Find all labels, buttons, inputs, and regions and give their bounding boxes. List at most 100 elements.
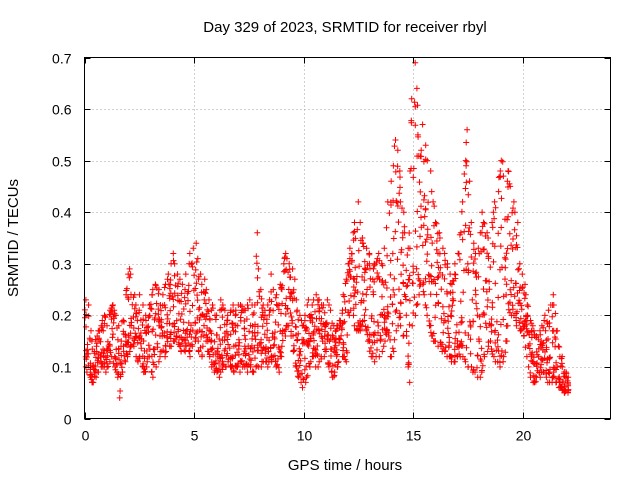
data-point: [217, 324, 224, 331]
data-point: [393, 327, 400, 334]
data-point: [251, 310, 257, 316]
data-point: [410, 263, 417, 270]
data-point: [413, 243, 420, 250]
data-point: [486, 278, 493, 285]
data-point: [405, 340, 412, 347]
data-point: [560, 379, 567, 385]
data-point: [391, 275, 398, 282]
data-point: [147, 301, 154, 308]
data-point: [266, 312, 273, 318]
data-point: [295, 316, 302, 323]
data-point: [97, 338, 104, 345]
data-point: [360, 297, 367, 304]
data-point: [258, 295, 265, 302]
data-point: [454, 337, 461, 344]
data-point: [442, 347, 449, 354]
data-point: [456, 231, 463, 238]
data-point: [550, 302, 557, 308]
data-point: [253, 253, 260, 260]
data-point: [357, 219, 364, 226]
data-point: [312, 347, 319, 353]
data-point: [348, 250, 355, 257]
data-point: [116, 356, 123, 363]
data-point: [422, 205, 429, 212]
data-point: [439, 272, 446, 278]
data-point: [379, 348, 386, 355]
data-point: [380, 306, 387, 313]
data-point: [198, 333, 205, 340]
data-point: [178, 298, 185, 305]
data-point: [468, 219, 475, 226]
data-point: [565, 387, 572, 394]
data-point: [192, 319, 199, 326]
data-point: [498, 347, 505, 354]
data-point: [342, 356, 349, 363]
data-point: [397, 198, 404, 205]
data-point: [409, 280, 416, 287]
data-point: [458, 208, 465, 215]
data-point: [140, 338, 147, 344]
data-point: [296, 362, 303, 369]
data-point: [303, 363, 310, 370]
data-point: [178, 347, 185, 354]
data-point: [442, 257, 449, 264]
data-point: [495, 188, 502, 195]
data-point: [213, 312, 220, 319]
data-point: [432, 314, 439, 321]
data-point: [343, 278, 350, 284]
data-point: [416, 291, 423, 298]
data-point: [393, 198, 400, 204]
data-point: [389, 301, 396, 308]
data-point: [163, 348, 170, 355]
data-point: [350, 229, 357, 236]
data-point: [445, 330, 452, 337]
data-point: [154, 340, 161, 347]
data-point: [249, 348, 256, 355]
data-point: [189, 327, 196, 334]
data-point: [397, 184, 403, 191]
data-point: [366, 348, 373, 355]
data-point: [258, 336, 265, 343]
data-point: [144, 358, 151, 365]
data-point: [296, 345, 303, 352]
data-point: [164, 276, 171, 283]
data-point: [314, 352, 321, 359]
data-point: [270, 342, 277, 349]
data-point: [225, 341, 232, 348]
data-point: [411, 99, 418, 106]
data-point: [291, 276, 298, 283]
data-point: [452, 275, 459, 282]
data-point: [480, 246, 487, 253]
data-point: [100, 327, 107, 334]
data-point: [284, 305, 291, 312]
data-point: [439, 245, 446, 252]
data-point: [452, 358, 458, 365]
data-point: [351, 290, 358, 296]
data-point: [522, 291, 529, 298]
data-point: [485, 253, 492, 260]
data-point: [542, 327, 549, 334]
data-point: [235, 351, 242, 358]
data-point: [496, 359, 503, 366]
data-point: [227, 309, 234, 316]
data-point: [498, 195, 505, 202]
data-point: [410, 174, 417, 181]
data-point: [361, 312, 368, 319]
data-point: [435, 273, 442, 280]
data-point: [409, 322, 416, 329]
data-point: [477, 323, 484, 330]
data-point: [161, 330, 168, 336]
data-point: [195, 338, 202, 345]
data-point: [565, 374, 572, 381]
data-point: [445, 344, 452, 351]
data-point: [438, 286, 445, 293]
data-point: [470, 260, 477, 267]
data-point: [141, 355, 148, 362]
data-point: [420, 222, 427, 229]
data-point: [164, 315, 171, 322]
data-point: [444, 325, 451, 332]
data-point: [158, 307, 164, 314]
data-point: [282, 311, 289, 317]
data-point: [481, 246, 488, 253]
data-point: [406, 297, 413, 304]
